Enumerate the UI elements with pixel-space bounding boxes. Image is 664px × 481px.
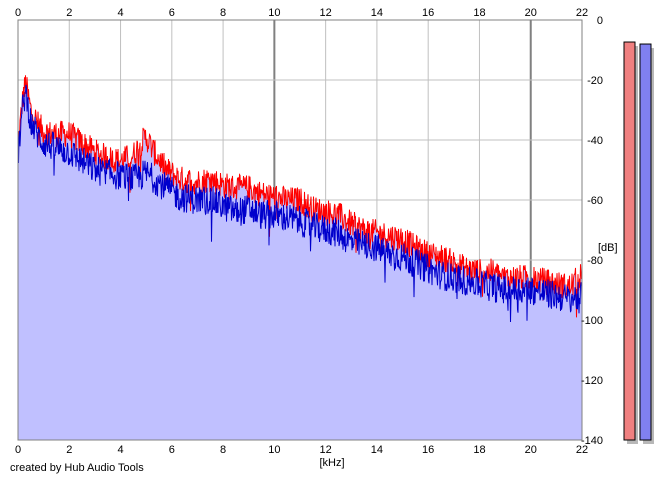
x-tick-label-top: 18 [473, 7, 485, 19]
x-tick-label-bottom: 12 [320, 444, 332, 456]
x-tick-label-top: 10 [268, 7, 280, 19]
x-tick-label-top: 4 [117, 7, 123, 19]
x-tick-label-top: 8 [220, 7, 226, 19]
x-tick-label-bottom: 18 [473, 444, 485, 456]
x-tick-label-bottom: 8 [220, 444, 226, 456]
y-tick-label: -60 [587, 195, 603, 207]
x-tick-label-bottom: 4 [117, 444, 123, 456]
x-tick-label-bottom: 0 [15, 444, 21, 456]
y-tick-label: 0 [597, 15, 603, 27]
y-tick-label: -120 [581, 375, 603, 387]
series-line-right-channel [17, 84, 583, 323]
x-tick-label-top: 16 [422, 7, 434, 19]
x-tick-label-top: 6 [169, 7, 175, 19]
x-tick-label-top: 2 [66, 7, 72, 19]
x-tick-label-top: 20 [525, 7, 537, 19]
y-axis-label: [dB] [598, 242, 618, 254]
x-tick-label-bottom: 16 [422, 444, 434, 456]
x-tick-label-bottom: 14 [371, 444, 383, 456]
x-tick-label-bottom: 22 [576, 444, 588, 456]
y-tick-label: -140 [581, 435, 603, 447]
y-tick-label: -100 [581, 315, 603, 327]
series-group [17, 75, 583, 323]
x-tick-label-bottom: 2 [66, 444, 72, 456]
x-tick-label-top: 14 [371, 7, 383, 19]
y-tick-label: -20 [587, 75, 603, 87]
meter-left-bar [623, 41, 636, 441]
plot-frame [17, 19, 583, 441]
x-tick-label-top: 0 [15, 7, 21, 19]
y-tick-label: -40 [587, 135, 603, 147]
x-axis-label: [kHz] [319, 457, 344, 469]
x-tick-label-top: 12 [320, 7, 332, 19]
x-tick-label-bottom: 10 [268, 444, 280, 456]
x-tick-label-bottom: 20 [525, 444, 537, 456]
x-tick-label-top: 22 [576, 7, 588, 19]
y-axis-ticks: 0 -20 -40 -60 -80 -100 -120 -140 [581, 15, 603, 447]
level-meters [623, 41, 654, 445]
y-tick-label: -80 [587, 255, 603, 267]
meter-right-bar [639, 43, 652, 441]
footer-credit: created by Hub Audio Tools [10, 462, 144, 474]
x-tick-label-bottom: 6 [169, 444, 175, 456]
